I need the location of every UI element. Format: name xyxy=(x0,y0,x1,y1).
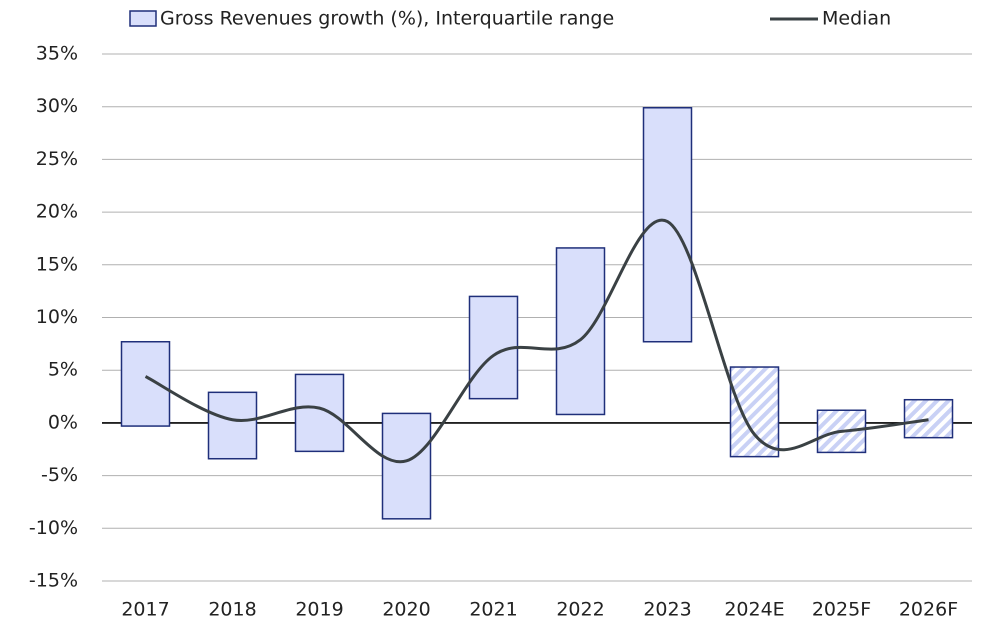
range-bar xyxy=(555,247,606,416)
y-tick-label: -5% xyxy=(41,464,78,486)
legend-label: Gross Revenues growth (%), Interquartile… xyxy=(160,8,614,30)
legend-swatch xyxy=(129,10,157,27)
x-tick-label: 2021 xyxy=(469,599,517,621)
y-tick-label: 20% xyxy=(36,201,78,223)
range-bar xyxy=(120,340,171,427)
x-tick-label: 2025F xyxy=(812,599,871,621)
range-bar xyxy=(903,398,954,439)
y-tick-label: 0% xyxy=(48,411,78,433)
y-tick-label: 10% xyxy=(36,306,78,328)
x-tick-label: 2022 xyxy=(556,599,604,621)
y-tick-label: 5% xyxy=(48,359,78,381)
range-bar xyxy=(294,373,345,453)
y-tick-label: -15% xyxy=(29,570,78,592)
y-tick-label: -10% xyxy=(29,517,78,539)
range-bar xyxy=(381,412,432,520)
median-line xyxy=(144,218,929,464)
legend-label: Median xyxy=(822,8,891,30)
x-tick-label: 2020 xyxy=(382,599,430,621)
x-tick-label: 2024E xyxy=(724,599,784,621)
x-tick-label: 2026F xyxy=(899,599,958,621)
y-tick-label: 30% xyxy=(36,95,78,117)
range-bar xyxy=(729,366,780,458)
x-tick-label: 2018 xyxy=(208,599,256,621)
y-tick-label: 35% xyxy=(36,43,78,65)
y-tick-label: 15% xyxy=(36,253,78,275)
range-bar xyxy=(207,391,258,460)
x-tick-label: 2023 xyxy=(643,599,691,621)
x-tick-label: 2019 xyxy=(295,599,343,621)
x-tick-label: 2017 xyxy=(121,599,169,621)
y-tick-label: 25% xyxy=(36,148,78,170)
